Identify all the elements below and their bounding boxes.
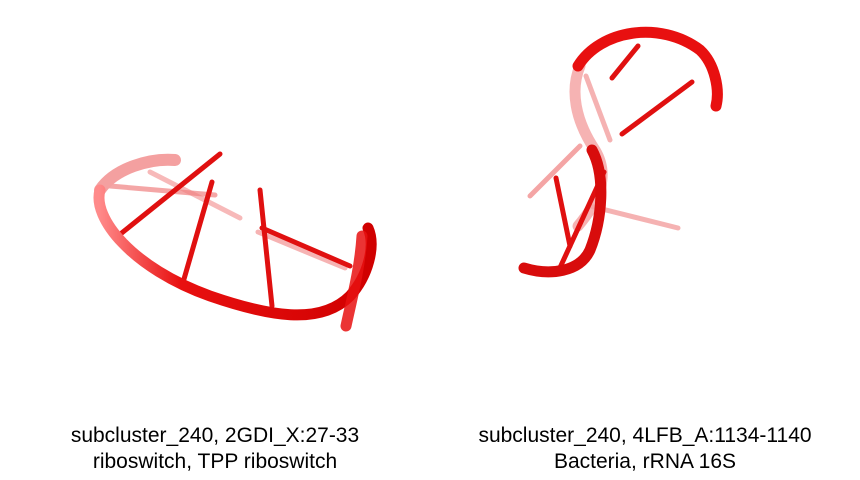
base-stick (115, 151, 223, 239)
caption-title: subcluster_240, 2GDI_X:27-33 (70, 424, 360, 447)
base-stick (609, 43, 641, 81)
panel-2gdi: subcluster_240, 2GDI_X:27-33 riboswitch,… (70, 151, 377, 473)
backbone-front (93, 184, 377, 321)
rna-structure-2gdi (93, 151, 377, 332)
base-stick (259, 225, 353, 269)
backbone-tail (340, 230, 368, 332)
caption-subtitle: Bacteria, rRNA 16S (553, 450, 737, 473)
back-strand (583, 73, 613, 143)
back-strand (147, 169, 243, 221)
base-stick (553, 175, 573, 249)
back-strand (107, 183, 218, 198)
backbone-back (94, 153, 181, 196)
panel-4lfb: subcluster_240, 4LFB_A:1134-1140 Bacteri… (430, 0, 860, 480)
caption-subtitle: riboswitch, TPP riboswitch (92, 450, 338, 473)
backbone-top (572, 26, 723, 112)
backbone-front (518, 144, 607, 278)
rna-structure-4lfb (518, 26, 723, 278)
caption-title: subcluster_240, 4LFB_A:1134-1140 (478, 424, 812, 447)
base-stick (179, 179, 215, 289)
base-stick (619, 79, 695, 137)
base-stick (257, 187, 275, 309)
back-strand (527, 143, 583, 199)
back-strand (255, 229, 348, 271)
